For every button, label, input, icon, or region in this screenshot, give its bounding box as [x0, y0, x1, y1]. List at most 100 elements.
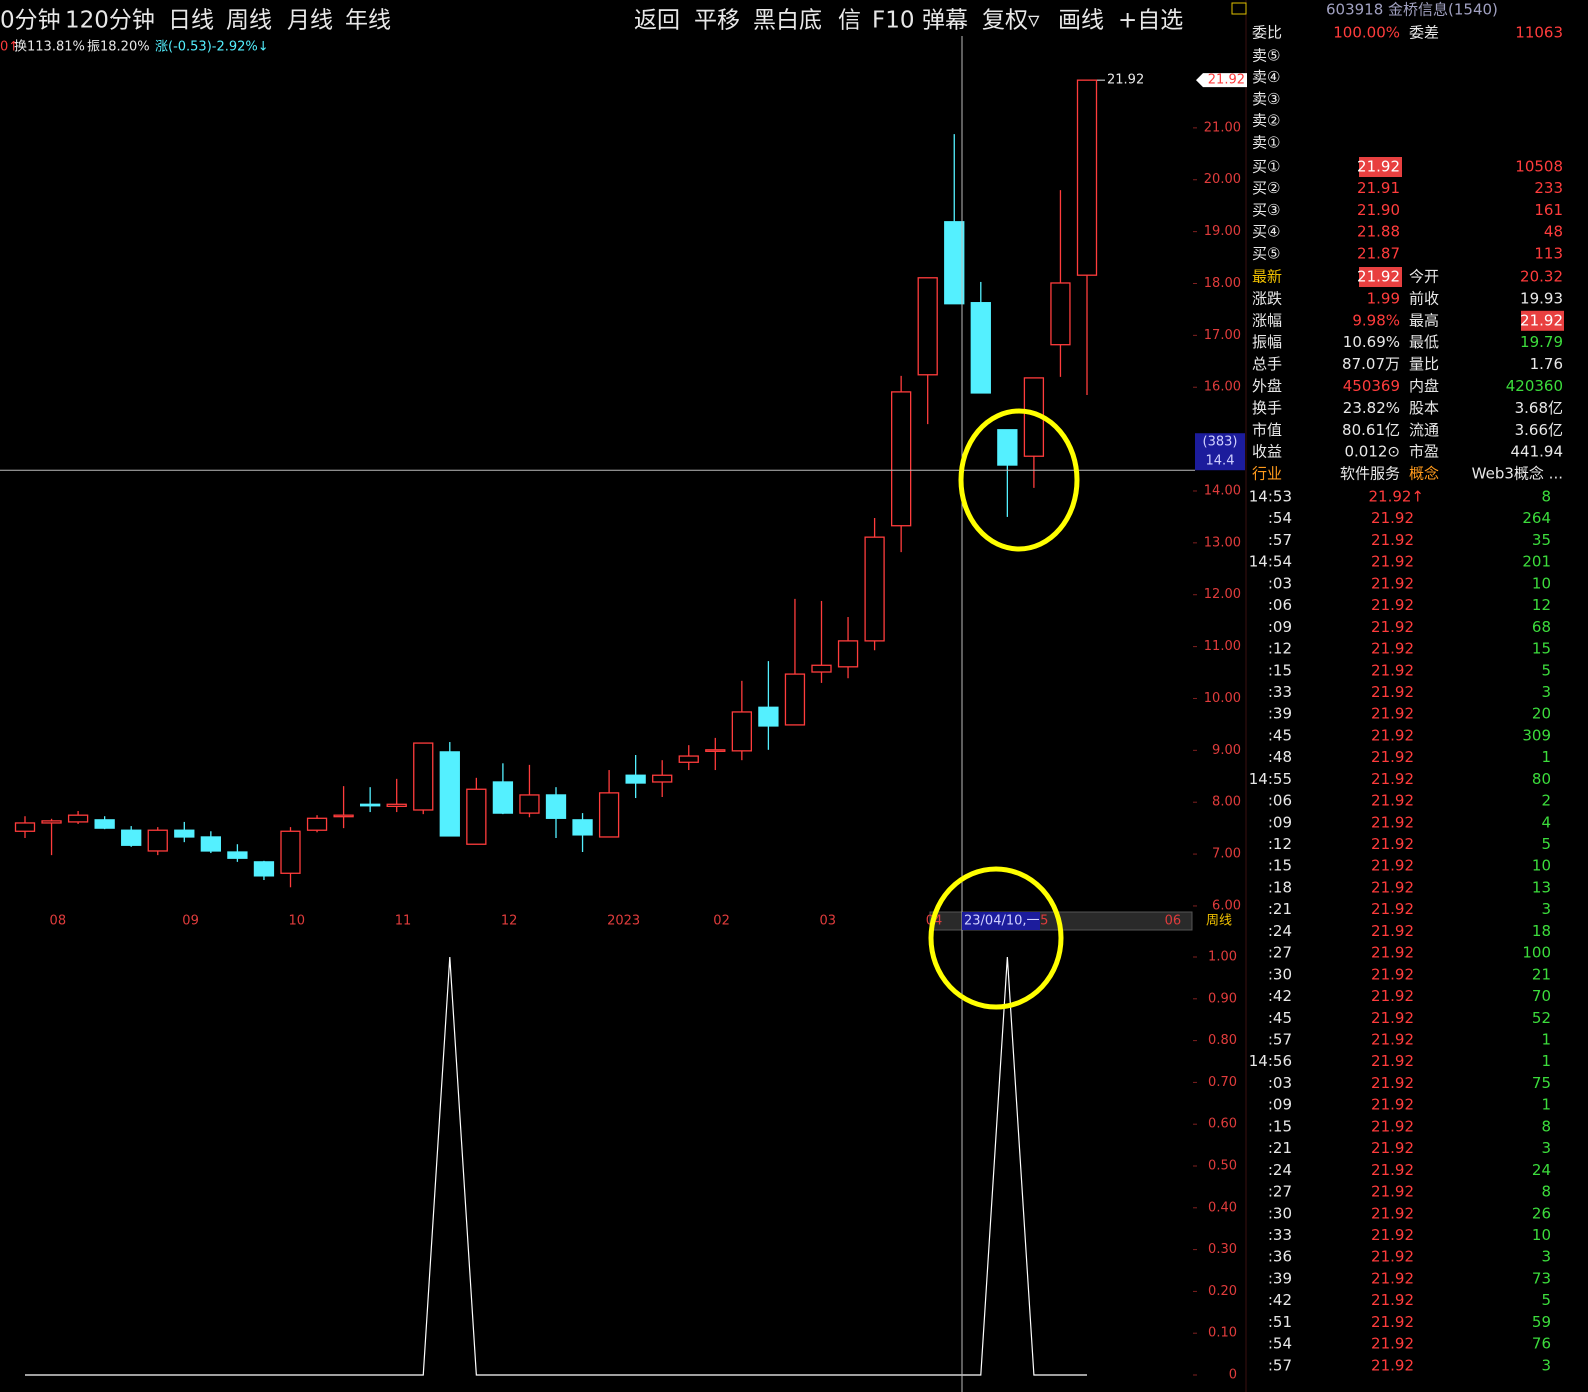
toolbar-action[interactable]: +自选 [1118, 8, 1183, 34]
stat-label: 今开 [1409, 268, 1439, 286]
tick-volume: 8 [1541, 1117, 1551, 1135]
candle-body [837, 640, 859, 668]
toolbar-action[interactable]: F10 [872, 8, 915, 34]
candle-body [94, 819, 115, 829]
tick-time: 14:54 [1249, 553, 1292, 571]
candle-body [1076, 79, 1098, 276]
tick-time: :27 [1268, 1183, 1292, 1201]
period-label: 周线 [1206, 914, 1232, 929]
tick-volume: 15 [1532, 640, 1551, 658]
high-label: 21.92 [1107, 73, 1144, 88]
y-tick-label: 17.00 [1204, 328, 1241, 343]
buy-label: 买④ [1252, 223, 1280, 241]
tick-price: 21.92 [1371, 770, 1414, 788]
highlight-circle [928, 866, 1064, 1010]
tick-price: 21.92 [1371, 878, 1414, 896]
tick-time: :33 [1268, 1226, 1292, 1244]
period-tab[interactable]: 年线 [345, 8, 391, 34]
toolbar-action[interactable]: 平移 [694, 8, 740, 34]
y-tick-label: 13.00 [1204, 535, 1241, 550]
tick-time: :54 [1268, 509, 1292, 527]
tick-price: 21.92 [1371, 1226, 1414, 1244]
toolbar-action[interactable]: 弹幕 [922, 8, 968, 34]
x-tick-label: 11 [395, 914, 412, 929]
tick-volume: 35 [1532, 531, 1551, 549]
sell-label: 卖④ [1252, 68, 1280, 86]
candle-body [333, 814, 354, 818]
stat-value: 19.93 [1520, 289, 1563, 307]
tick-price: 21.92 [1371, 1356, 1414, 1374]
buy-label: 买① [1252, 158, 1280, 176]
tick-time: 14:56 [1249, 1052, 1292, 1070]
buy-volume: 113 [1534, 244, 1563, 262]
buy-volume: 10508 [1515, 158, 1563, 176]
tick-time: :57 [1268, 531, 1292, 549]
tick-price: 21.92 [1371, 1248, 1414, 1266]
tick-volume: 21 [1532, 965, 1551, 983]
period-tab[interactable]: 0分钟 [0, 8, 61, 34]
toolbar-action[interactable]: 复权▿ [982, 8, 1040, 34]
crosshair-date-box [962, 912, 1040, 930]
tick-volume: 5 [1541, 661, 1551, 679]
tick-volume: 2 [1541, 792, 1551, 810]
row-label: 委比 [1252, 24, 1282, 42]
toolbar-action[interactable]: 画线 [1058, 8, 1104, 34]
buy-price: 21.92 [1357, 158, 1400, 176]
buy-label: 买② [1252, 179, 1280, 197]
period-tab[interactable]: 周线 [226, 8, 272, 34]
axis-price-tag-label: 21.92 [1208, 73, 1245, 88]
buy-volume: 161 [1534, 201, 1563, 219]
tick-price: 21.92 [1371, 792, 1414, 810]
buy-volume: 48 [1544, 223, 1563, 241]
tick-time: :57 [1268, 1031, 1292, 1049]
indicator-line [25, 956, 1087, 1376]
candle-body [758, 706, 779, 727]
tick-price: 21.92 [1371, 574, 1414, 592]
candle-body [253, 861, 275, 877]
toolbar-action[interactable]: 返回 [634, 8, 680, 34]
x-tick-label: 03 [820, 914, 837, 929]
y-tick-label: 0.40 [1208, 1200, 1237, 1215]
tick-price: 21.92 [1371, 1031, 1414, 1049]
tick-time: :06 [1268, 596, 1292, 614]
buy-volume: 233 [1534, 179, 1563, 197]
tick-time: :30 [1268, 1204, 1292, 1222]
tick-time: :21 [1268, 1139, 1292, 1157]
status-item: 涨(-0.53)-2.92%↓ [155, 40, 269, 55]
row-value: 11063 [1515, 24, 1563, 42]
tick-time: 14:53 [1249, 488, 1292, 506]
y-tick-label: 8.00 [1212, 795, 1241, 810]
tick-volume: 201 [1522, 553, 1551, 571]
tick-volume: 1 [1541, 748, 1551, 766]
buy-price: 21.87 [1357, 244, 1400, 262]
y-tick-label: 0.10 [1208, 1326, 1237, 1341]
price-highlight [1359, 267, 1402, 287]
period-tab[interactable]: 月线 [287, 8, 333, 34]
sell-label: 卖③ [1252, 90, 1280, 108]
tick-time: :06 [1268, 792, 1292, 810]
buy-label: 买③ [1252, 201, 1280, 219]
stat-value: 80.61亿 [1342, 421, 1400, 439]
stat-label: 市值 [1252, 421, 1282, 439]
candle-body [864, 536, 885, 642]
candle-body [147, 829, 168, 852]
tick-time: :12 [1268, 640, 1292, 658]
tick-volume: 4 [1541, 813, 1551, 831]
stat-value: 21.92 [1357, 268, 1400, 286]
period-tab[interactable]: 日线 [168, 8, 214, 34]
tick-price: 21.92 [1371, 705, 1414, 723]
candle-body [174, 829, 195, 838]
toolbar-action[interactable]: 信 [838, 8, 861, 34]
stat-value: 450369 [1343, 377, 1400, 395]
tick-volume: 3 [1541, 683, 1551, 701]
stat-value: 1.99 [1367, 289, 1400, 307]
panel-icon[interactable] [1231, 2, 1247, 15]
y-tick-label: 7.00 [1212, 847, 1241, 862]
tick-volume: 20 [1532, 705, 1551, 723]
period-tab[interactable]: 120分钟 [65, 8, 155, 34]
y-tick-label: 16.00 [1204, 380, 1241, 395]
stat-label: 收益 [1252, 443, 1282, 461]
toolbar-action[interactable]: 黑白底 [753, 8, 822, 34]
tick-time: :30 [1268, 965, 1292, 983]
